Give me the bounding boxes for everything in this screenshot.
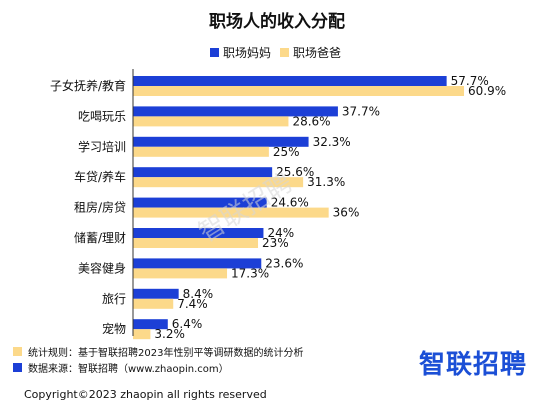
bar-mother (133, 228, 264, 238)
data-label-mother: 24.6% (271, 196, 309, 210)
plot-area: 子女抚养/教育 57.7%60.9% 吃喝玩乐 37.7% 28.6% 学习培训 32.3%… (50, 74, 506, 341)
note-marker-rule (13, 347, 22, 356)
data-label-mother: 32.3% (313, 135, 351, 149)
bar-mother (133, 106, 338, 117)
note-statistics-rule: 统计规则：基于智联招聘2023年性别平等调研数据的统计分析 (28, 346, 303, 359)
chart-legend: 职场妈妈 职场爸爸 (210, 46, 341, 60)
data-label-father: 23% (262, 236, 289, 250)
data-label-mother: 37.7% (342, 104, 380, 118)
category-label: 租房/房贷 (74, 200, 126, 215)
data-label-father: 17.3% (231, 266, 269, 280)
bar-mother (133, 136, 309, 147)
note-data-source: 数据来源：智联招聘（www.zhaopin.com） (28, 362, 229, 375)
bar-mother (133, 319, 168, 330)
data-label-father: 7.4% (177, 297, 208, 311)
bar-father (133, 329, 151, 340)
bar-mother (133, 76, 447, 86)
category-label: 美容健身 (78, 260, 126, 275)
bar-mother (133, 197, 267, 208)
category-label: 吃喝玩乐 (78, 109, 126, 123)
bar-father (133, 268, 228, 279)
data-label-father: 3.2% (154, 327, 185, 341)
bar-father (133, 116, 289, 127)
note-marker-source (13, 363, 22, 372)
data-label-mother: 57.7% (451, 74, 489, 88)
legend-label-father: 职场爸爸 (293, 46, 341, 60)
data-label-mother: 6.4% (172, 317, 203, 331)
category-label: 学习培训 (78, 139, 126, 154)
category-label: 旅行 (102, 292, 126, 306)
category-label: 子女抚养/教育 (50, 78, 126, 93)
bar-mother (133, 258, 262, 269)
data-label-mother: 23.6% (265, 256, 303, 270)
bar-father (133, 238, 259, 248)
category-label: 储蓄/理财 (74, 230, 126, 245)
data-label-father: 31.3% (307, 175, 345, 189)
bar-father (133, 86, 465, 96)
bar-mother (133, 167, 273, 178)
chart-title: 职场人的收入分配 (209, 11, 345, 32)
data-label-father: 25% (273, 145, 300, 159)
data-label-mother: 8.4% (183, 287, 214, 301)
bar-father (133, 207, 329, 218)
category-label: 宠物 (102, 321, 126, 336)
copyright-text: Copyright©2023 zhaopin all rights reserv… (24, 388, 267, 401)
legend-swatch-father (280, 48, 289, 57)
category-label: 车贷/养车 (74, 169, 126, 184)
chart-notes: 统计规则：基于智联招聘2023年性别平等调研数据的统计分析 数据来源：智联招聘（… (13, 346, 303, 375)
bar-father (133, 298, 174, 309)
bar-father (133, 177, 304, 188)
bar-mother (133, 288, 179, 299)
legend-label-mother: 职场妈妈 (223, 46, 271, 60)
data-label-father: 36% (333, 206, 360, 220)
data-label-mother: 25.6% (276, 165, 314, 179)
data-label-father: 28.6% (292, 114, 330, 128)
bar-father (133, 146, 269, 157)
zhaopin-logo: 智联招聘 (419, 350, 528, 380)
legend-swatch-mother (210, 48, 219, 57)
data-label-father: 60.9% (468, 84, 506, 98)
data-label-mother: 24% (267, 226, 294, 240)
